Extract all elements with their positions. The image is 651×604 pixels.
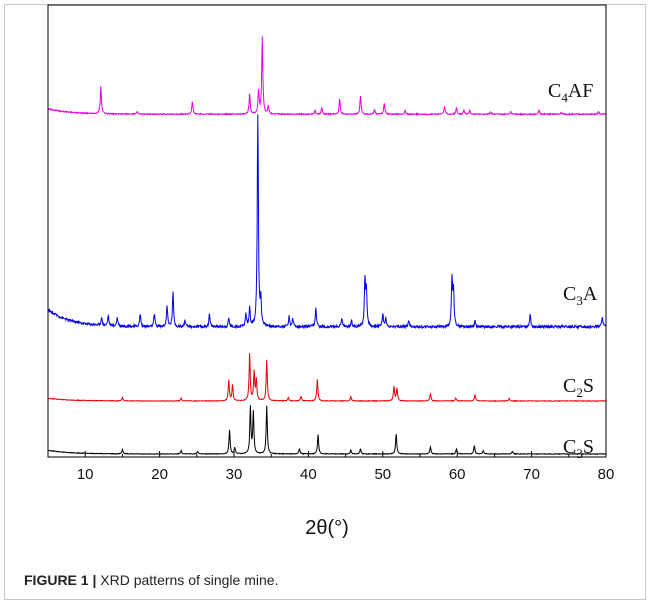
x-tick-label: 70: [523, 466, 540, 483]
x-tick-label: 30: [226, 466, 243, 483]
series-line-c4af: [47, 36, 607, 117]
x-tick-label: 20: [151, 466, 168, 483]
series-line-c2s: [47, 353, 607, 403]
x-axis-title: 2θ(°): [305, 517, 349, 539]
caption-text: XRD patterns of single mine.: [96, 572, 279, 588]
figure-caption: FIGURE 1 | XRD patterns of single mine.: [24, 572, 278, 588]
series-label-c4af: C4AF: [548, 80, 593, 105]
caption-label: FIGURE 1 |: [24, 572, 97, 588]
x-tick-label: 50: [374, 466, 391, 483]
plot-area-border: [47, 4, 607, 458]
series-line-c3a: [47, 114, 607, 330]
x-tick-label: 80: [598, 466, 615, 483]
x-tick-label: 10: [77, 466, 94, 483]
x-tick-label: 40: [300, 466, 317, 483]
x-axis: 10 20 30 40 50 60 70 80: [47, 451, 615, 483]
series-label-c3a: C3A: [563, 283, 598, 308]
series-label-c2s: C2S: [563, 375, 594, 400]
series-label-c3s: C3S: [563, 436, 594, 461]
x-tick-label: 60: [449, 466, 466, 483]
series-labels: C3S C2S C3A C4AF: [548, 80, 598, 461]
series-layer: [47, 36, 607, 456]
series-line-c3s: [47, 405, 607, 456]
